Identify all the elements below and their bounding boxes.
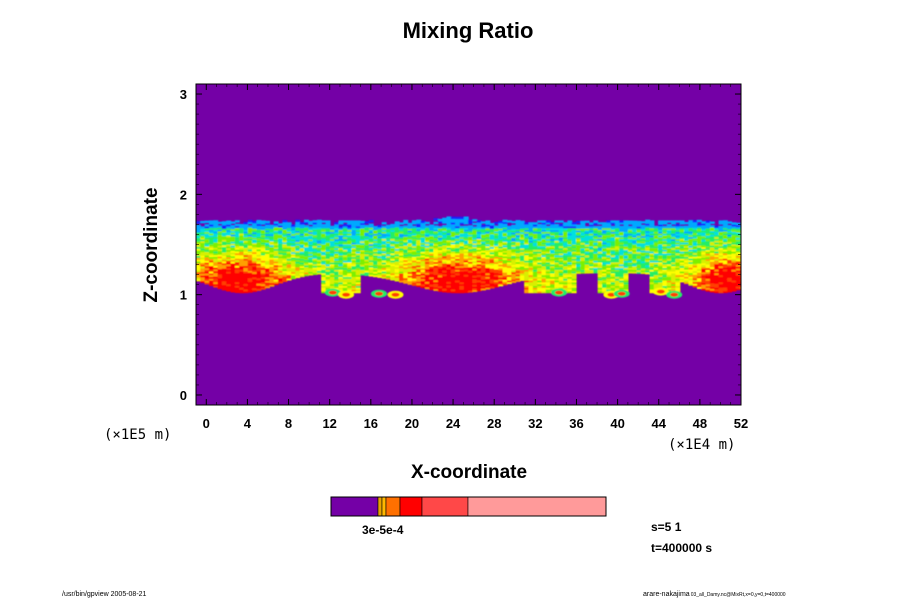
x-axis-ticks: 0 4 8 12 16 20 24 28 32 36 40 44 48 52 — [203, 84, 748, 431]
footer-right-main: arare-nakajima — [643, 591, 690, 598]
x-tick-label: 4 — [244, 416, 252, 431]
chart-title: Mixing Ratio — [403, 18, 534, 43]
x-tick-label: 24 — [446, 416, 461, 431]
x-tick-label: 32 — [528, 416, 542, 431]
x-tick-label: 0 — [203, 416, 210, 431]
x-tick-label: 44 — [652, 416, 667, 431]
footer-right: arare-nakajima03_all_Damy.nc@MixRt,x=0,y… — [643, 591, 786, 598]
x-axis-unit: (×1E4 m) — [668, 437, 735, 453]
step-info: s=5 1 — [651, 520, 682, 534]
colorbar-segment — [385, 496, 401, 517]
x-tick-label: 48 — [693, 416, 707, 431]
colorbar-segment — [377, 496, 383, 517]
x-axis-label: X-coordinate — [411, 462, 527, 483]
colorbar-segment — [330, 496, 379, 517]
x-tick-label: 52 — [734, 416, 748, 431]
colorbar — [330, 496, 607, 517]
x-tick-label: 20 — [405, 416, 419, 431]
x-tick-label: 40 — [610, 416, 624, 431]
x-tick-label: 12 — [322, 416, 336, 431]
colorbar-segment — [467, 496, 607, 517]
time-info: t=400000 s — [651, 541, 712, 555]
cloud-layer — [196, 216, 741, 299]
footer-right-small: 03_all_Damy.nc@MixRt,x=0,y=0,t=400000 — [691, 592, 786, 598]
colorbar-segment — [381, 496, 387, 517]
x-tick-label: 28 — [487, 416, 501, 431]
y-tick-label: 1 — [180, 288, 187, 303]
y-tick-label: 0 — [180, 388, 187, 403]
y-axis-ticks: 0 1 2 3 — [180, 87, 741, 406]
y-tick-label: 2 — [180, 187, 187, 202]
y-tick-label: 3 — [180, 87, 187, 102]
colorbar-frame — [330, 496, 607, 517]
colorbar-segment — [421, 496, 469, 517]
y-axis-label: Z-coordinate — [141, 187, 162, 302]
footer-left: /usr/bin/gpview 2005-08-21 — [62, 591, 147, 598]
x-tick-label: 16 — [364, 416, 378, 431]
x-tick-label: 8 — [285, 416, 292, 431]
y-axis-unit: (×1E5 m) — [104, 427, 171, 443]
mixing-ratio-field — [196, 216, 741, 299]
x-tick-label: 36 — [569, 416, 583, 431]
colorbar-segment — [399, 496, 423, 517]
colorbar-label: 3e-5e-4 — [362, 523, 404, 537]
